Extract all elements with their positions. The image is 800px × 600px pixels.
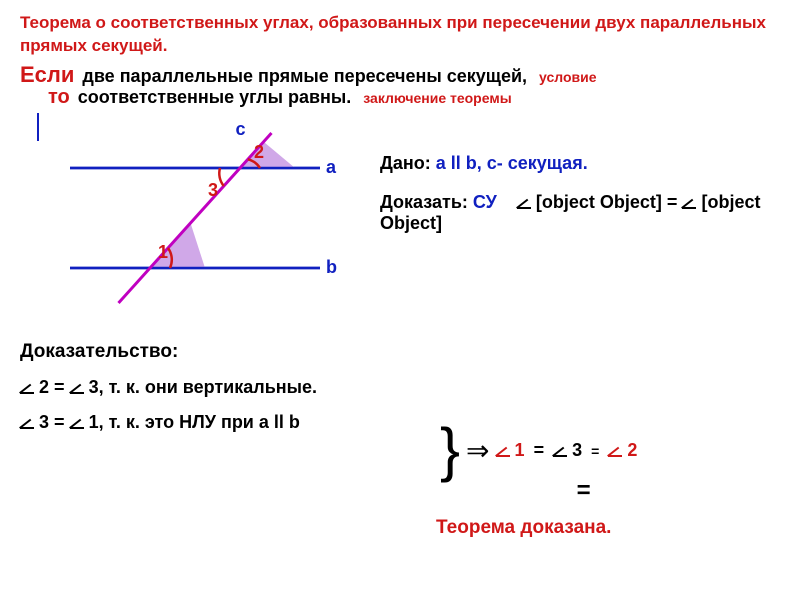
theorem-proved: Теорема доказана. xyxy=(436,517,637,539)
conclusion-row: то соответственные углы равны. заключени… xyxy=(20,86,780,109)
angle-icon xyxy=(682,197,696,209)
angle-icon xyxy=(20,382,34,394)
step1-part-b: 3, т. к. они вертикальные. xyxy=(89,377,317,397)
side-condition-label: условие xyxy=(539,69,596,85)
svg-text:а: а xyxy=(326,157,337,177)
prove-angle-1: [object Object] xyxy=(536,192,662,212)
brace-row: } ⇒ 1 = 3 = 2 xyxy=(440,425,637,475)
angle-icon xyxy=(496,445,510,457)
angle-icon xyxy=(608,445,622,457)
equals-sign: = xyxy=(667,192,683,212)
conclusion-block: } ⇒ 1 = 3 = 2 = Теорема доказана. xyxy=(440,425,637,539)
step2-part-a: 3 = xyxy=(39,412,65,432)
conclusion-statement: соответственные углы равны. xyxy=(78,87,352,108)
final-equals-icon: = xyxy=(530,477,637,505)
angle-icon xyxy=(70,382,84,394)
given-value: а ll b, с- секущая. xyxy=(436,153,588,173)
given-label: Дано: xyxy=(380,153,431,173)
angle-icon xyxy=(20,417,34,429)
brace-icon: } xyxy=(440,425,460,475)
conc-angle-1: 1 xyxy=(515,440,525,460)
condition-row: Если две параллельные прямые пересечены … xyxy=(20,62,780,88)
figure-area: а b с2 3 1 Дано: а ll b, с- секущая. Доказат… xyxy=(20,113,780,333)
given-row: Дано: а ll b, с- секущая. xyxy=(380,153,780,174)
conclusion-equality: 1 = 3 = 2 xyxy=(496,440,638,461)
svg-text:1: 1 xyxy=(158,242,168,262)
to-word: то xyxy=(48,86,70,109)
theorem-title: Теорема о соответственных углах, образов… xyxy=(20,12,780,58)
given-prove-block: Дано: а ll b, с- секущая. Доказать: СУ [… xyxy=(380,153,780,252)
arrow-icon: ⇒ xyxy=(466,434,489,467)
svg-text:с: с xyxy=(236,119,246,139)
angle-icon xyxy=(517,197,531,209)
angle-icon xyxy=(553,445,567,457)
conc-angle-2: 2 xyxy=(627,440,637,460)
step1-part-a: 2 = xyxy=(39,377,65,397)
proof-label: Доказательство: xyxy=(20,341,780,363)
conc-eq-2: = xyxy=(587,443,603,459)
prove-row: Доказать: СУ [object Object] = [object O… xyxy=(380,192,780,234)
if-word: Если xyxy=(20,62,74,88)
side-conclusion-label: заключение теоремы xyxy=(363,90,511,106)
step2-part-b: 1, т. к. это НЛУ при а ll b xyxy=(89,412,300,432)
svg-text:2: 2 xyxy=(254,142,264,162)
condition-statement: две параллельные прямые пересечены секущ… xyxy=(82,66,527,87)
angle-icon xyxy=(70,417,84,429)
proof-block: Доказательство: 2 = 3, т. к. они вертика… xyxy=(20,341,780,433)
proof-step-1: 2 = 3, т. к. они вертикальные. xyxy=(20,377,780,398)
conc-angle-3: 3 xyxy=(572,440,582,460)
proof-step-2: 3 = 1, т. к. это НЛУ при а ll b xyxy=(20,412,780,433)
geometry-diagram: а b с2 3 1 xyxy=(20,113,360,323)
svg-text:b: b xyxy=(326,257,337,277)
prove-label: Доказать: xyxy=(380,192,468,212)
prove-su: СУ xyxy=(473,192,497,212)
conc-eq-1: = xyxy=(530,440,549,460)
svg-text:3: 3 xyxy=(208,180,218,200)
